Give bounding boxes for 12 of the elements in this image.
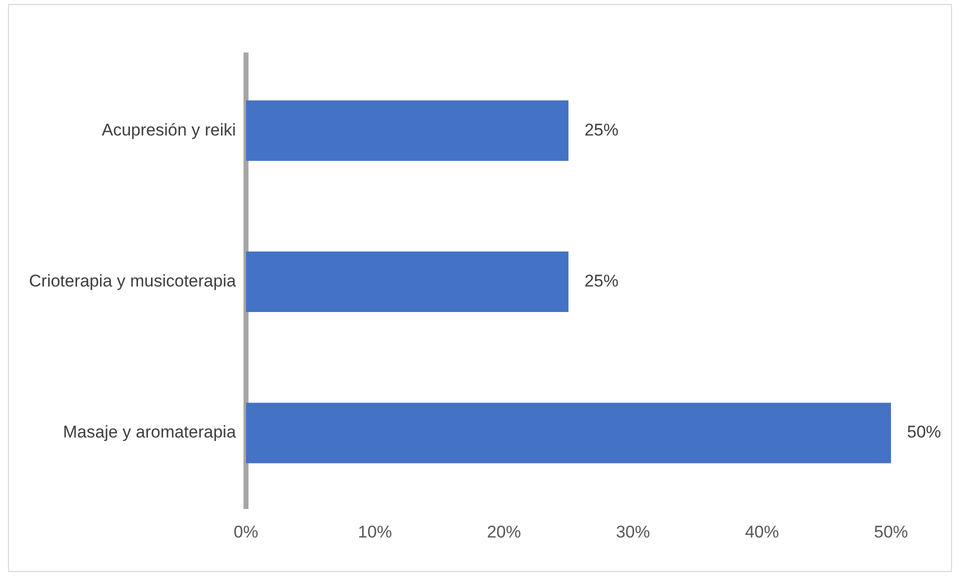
x-tick-label: 50% (874, 522, 908, 542)
y-tick-label: Masaje y aromaterapia (63, 422, 236, 442)
data-label: 25% (584, 271, 618, 290)
x-tick-label: 20% (486, 522, 521, 542)
x-tick-label: 30% (616, 522, 650, 542)
data-label: 50% (907, 422, 942, 442)
x-tick-label: 40% (744, 522, 779, 542)
x-tick-label: 0% (234, 522, 258, 542)
data-label: 25% (584, 120, 618, 140)
y-tick-label: Crioterapia y musicoterapia (29, 271, 236, 290)
x-tick-label: 10% (358, 522, 392, 542)
y-tick-label: Acupresión y reiki (102, 120, 236, 140)
